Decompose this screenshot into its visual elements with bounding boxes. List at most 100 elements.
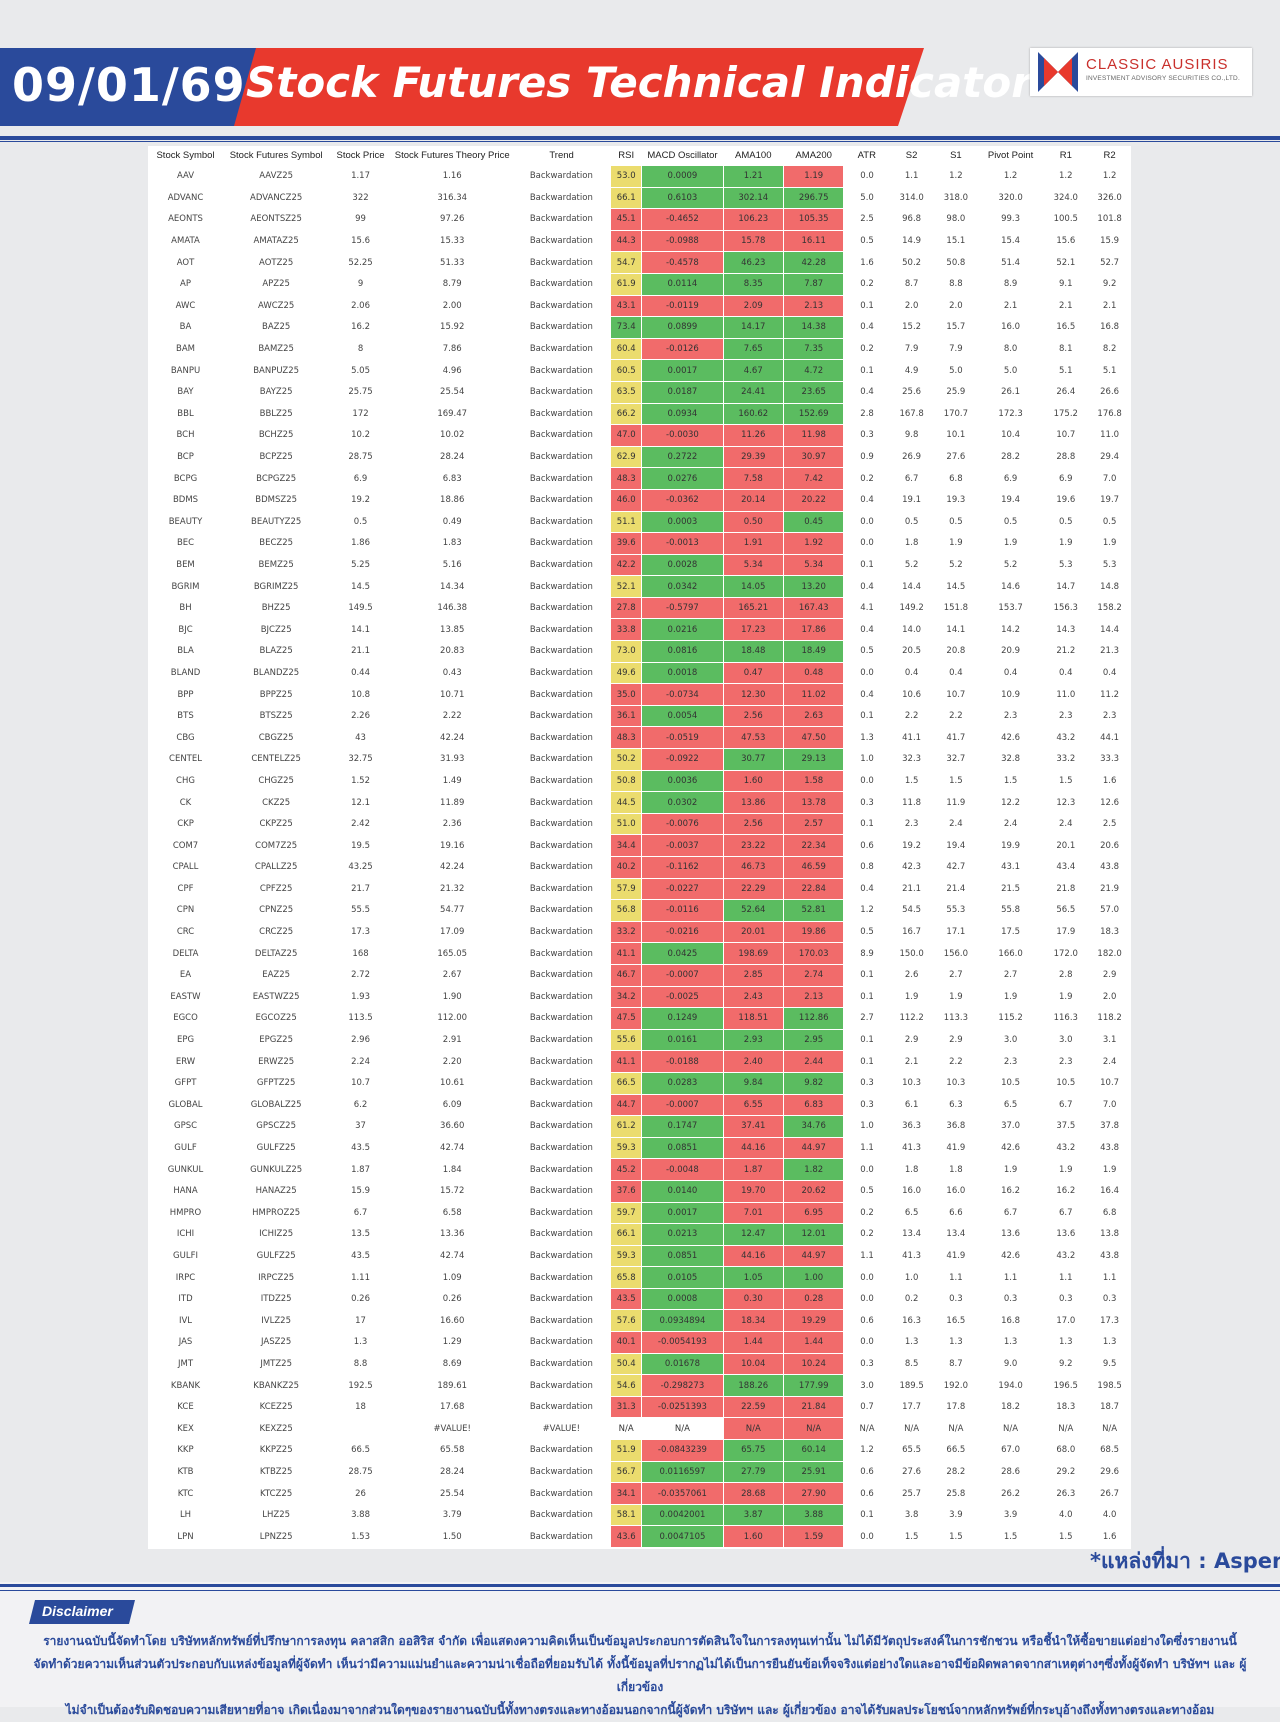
table-cell: 45.2 xyxy=(610,1158,643,1181)
table-cell: 1.3 xyxy=(904,1337,919,1348)
table-cell: 14.1 xyxy=(351,624,370,635)
table-cell: 6.5 xyxy=(904,1207,919,1218)
table-cell: CPFZ25 xyxy=(259,883,293,894)
table-cell: 1.0 xyxy=(860,1121,874,1132)
table-cell: 11.98 xyxy=(782,424,845,447)
table-cell: Backwardation xyxy=(529,344,593,355)
footer-rule-thin xyxy=(0,1590,1280,1591)
table-cell: 25.75 xyxy=(348,387,373,398)
table-cell: -0.0227 xyxy=(641,877,724,901)
table-cell: 32.7 xyxy=(946,754,966,765)
column-header: Stock Price xyxy=(336,150,385,162)
table-cell: 6.7 xyxy=(904,473,919,484)
table-cell: IVL xyxy=(178,1315,193,1326)
table-cell: 0.2 xyxy=(860,279,874,290)
footer xyxy=(0,1582,1280,1707)
table-cell: 0.5 xyxy=(1102,516,1117,527)
table-cell: 10.6 xyxy=(902,689,922,700)
table-cell: 43.8 xyxy=(1100,862,1120,873)
table-cell: 112.86 xyxy=(782,1007,845,1030)
table-cell: 182.0 xyxy=(1097,948,1122,959)
table-cell: ERW xyxy=(175,1056,196,1067)
table-row: GLOBAL GLOBALZ25 6.2 6.09 Backwardation 44.7-… xyxy=(148,1093,1131,1117)
table-cell: 0.1 xyxy=(860,559,874,570)
table-cell: 11.0 xyxy=(1100,430,1120,441)
table-cell: 44.97 xyxy=(782,1244,845,1268)
table-cell: 3.1 xyxy=(1102,1035,1117,1046)
table-cell: 1.00 xyxy=(782,1266,845,1289)
column-header: RSI xyxy=(618,150,635,161)
table-cell: KTCZ25 xyxy=(260,1488,293,1499)
table-cell: CENTELZ25 xyxy=(251,754,301,765)
table-cell: 27.79 xyxy=(722,1460,784,1484)
table-cell: 10.24 xyxy=(782,1352,845,1376)
table-cell: 0.1 xyxy=(860,300,874,311)
table-cell: 6.9 xyxy=(1003,473,1018,484)
table-cell: 9.8 xyxy=(904,430,919,441)
table-row: CPN CPNZ25 55.5 54.77 Backwardation 56.8 -0.01… xyxy=(148,899,1131,922)
table-cell: 113.3 xyxy=(943,1013,969,1024)
table-cell: 18.34 xyxy=(722,1309,784,1333)
table-cell: AMATAZ25 xyxy=(253,236,299,247)
table-cell: 9.2 xyxy=(1102,279,1117,290)
table-cell: 6.5 xyxy=(1003,1099,1018,1110)
table-cell: 4.9 xyxy=(904,365,919,376)
table-row: ITD ITDZ25 0.26 0.26 Backwardation 43.5 0.0008… xyxy=(148,1287,1131,1311)
table-cell: 151.8 xyxy=(943,603,969,614)
table-cell: 43.2 xyxy=(1056,1143,1076,1154)
table-cell: BDMSZ25 xyxy=(255,495,298,506)
table-cell: 2.72 xyxy=(351,970,370,981)
table-cell: 6.1 xyxy=(904,1099,919,1110)
table-cell: 167.43 xyxy=(782,596,845,620)
table-cell: 43.25 xyxy=(348,862,373,873)
table-cell: 0.0 xyxy=(860,516,874,527)
table-cell: 0.2722 xyxy=(641,445,724,469)
table-cell: 15.9 xyxy=(351,1186,370,1197)
table-cell: 16.0 xyxy=(946,1186,966,1197)
page-title: Stock Futures Technical Indicator xyxy=(246,58,1032,107)
disclaimer-line: จัดทำด้วยความเห็นส่วนตัวประกอบกับแหล่งข้… xyxy=(33,1657,1247,1694)
table-cell: 46.23 xyxy=(722,251,784,274)
table-cell: ERWZ25 xyxy=(258,1056,295,1067)
table-cell: 27.90 xyxy=(782,1482,845,1505)
table-cell: 0.0899 xyxy=(641,316,724,339)
table-cell: 17 xyxy=(355,1315,366,1326)
table-row: AAV AAVZ25 1.17 1.16 Backwardation 53.0 0.0009… xyxy=(148,165,1131,188)
table-cell: -0.0013 xyxy=(641,532,724,555)
table-cell: 21.7 xyxy=(351,883,370,894)
table-cell: 5.25 xyxy=(351,559,370,570)
table-cell: 2.5 xyxy=(1102,819,1117,830)
table-cell: 25.91 xyxy=(782,1460,845,1484)
report-date: 09/01/69 xyxy=(12,58,246,112)
table-cell: N/A xyxy=(782,1417,845,1441)
table-cell: 0.1 xyxy=(860,1056,874,1067)
table-cell: 0.0008 xyxy=(641,1287,724,1311)
table-cell: 15.4 xyxy=(1001,236,1021,247)
table-cell: 7.86 xyxy=(442,344,462,355)
table-cell: 20.83 xyxy=(440,646,465,657)
table-cell: 16.60 xyxy=(440,1315,465,1326)
table-cell: 2.09 xyxy=(722,294,784,318)
table-cell: 156.0 xyxy=(943,948,969,959)
table-cell: COM7Z25 xyxy=(255,840,298,851)
table-cell: 1.60 xyxy=(722,769,784,793)
table-cell: 13.8 xyxy=(1100,1229,1120,1240)
table-cell: 21.32 xyxy=(440,883,465,894)
table-cell: 28.24 xyxy=(440,452,465,463)
table-cell: 0.1 xyxy=(860,1510,874,1521)
table-cell: -0.0843239 xyxy=(641,1439,724,1462)
table-cell: 2.7 xyxy=(949,970,963,981)
table-cell: N/A xyxy=(610,1417,643,1441)
table-cell: 0.0283 xyxy=(641,1071,724,1095)
table-cell: 66.5 xyxy=(351,1445,370,1456)
table-cell: 5.1 xyxy=(1059,365,1073,376)
table-cell: 25.9 xyxy=(946,387,966,398)
table-cell: 167.8 xyxy=(899,408,924,419)
table-cell: ADVANC xyxy=(167,192,204,203)
table-cell: 60.14 xyxy=(782,1439,845,1462)
table-cell: 40.2 xyxy=(610,856,643,879)
table-cell: 2.2 xyxy=(949,1056,963,1067)
table-cell: 35.0 xyxy=(610,683,643,706)
table-cell: 43.6 xyxy=(610,1525,643,1548)
table-cell: GPSC xyxy=(173,1121,198,1132)
